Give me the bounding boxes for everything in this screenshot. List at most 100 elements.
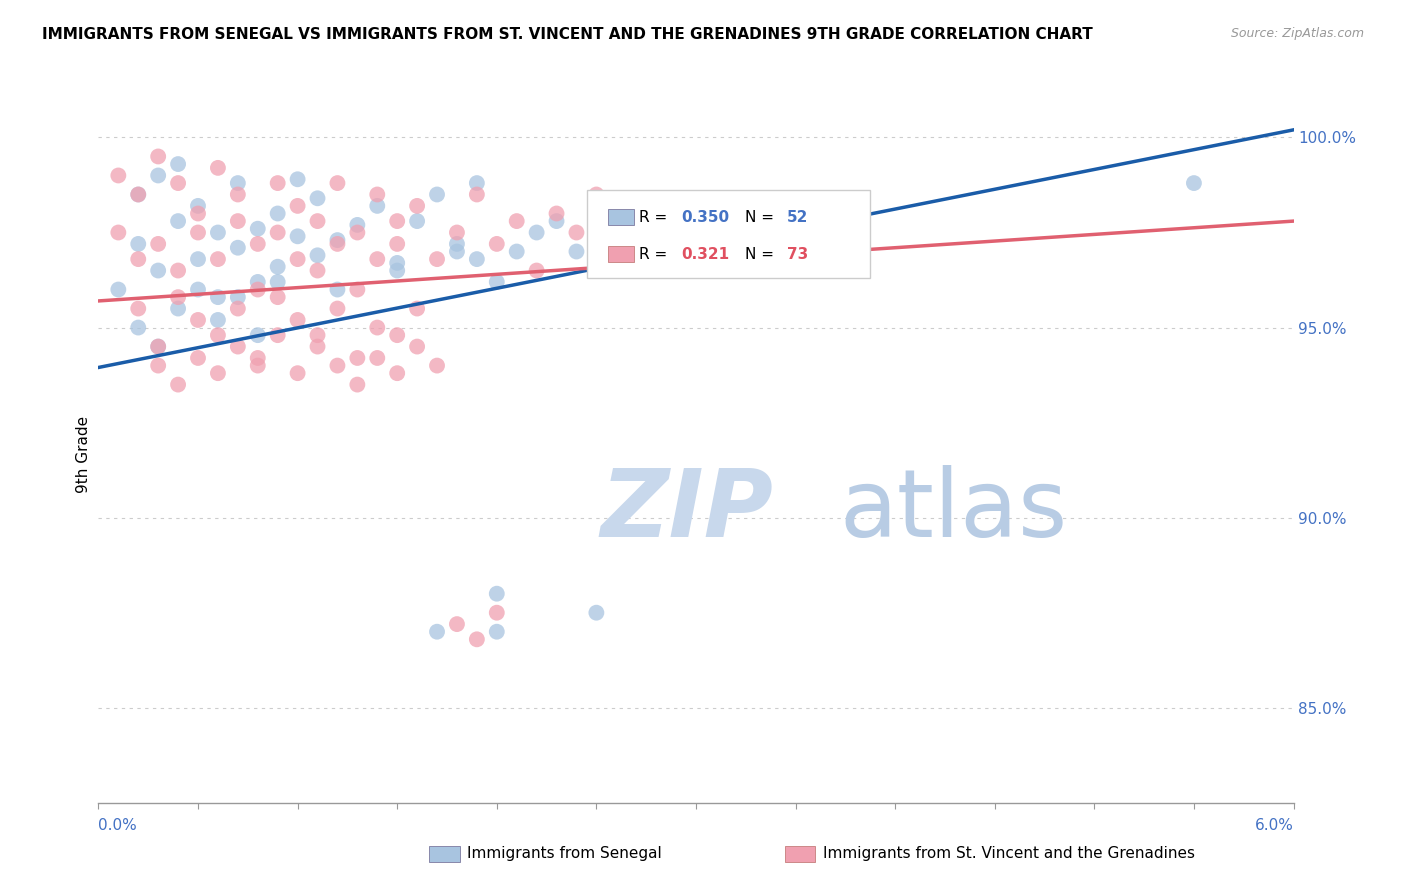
Point bbox=[226, 290, 249, 304]
Point bbox=[127, 252, 149, 266]
Point bbox=[246, 359, 269, 373]
Point bbox=[307, 263, 329, 277]
Point bbox=[207, 226, 229, 240]
Point bbox=[326, 301, 349, 316]
Point bbox=[127, 187, 149, 202]
Point bbox=[187, 313, 209, 327]
Point bbox=[585, 606, 607, 620]
Point bbox=[246, 236, 269, 251]
Point bbox=[585, 263, 607, 277]
Point bbox=[326, 359, 349, 373]
Text: atlas: atlas bbox=[839, 465, 1067, 557]
Point bbox=[267, 275, 290, 289]
Point bbox=[207, 161, 229, 175]
Point bbox=[267, 290, 290, 304]
Text: Immigrants from St. Vincent and the Grenadines: Immigrants from St. Vincent and the Gren… bbox=[823, 847, 1195, 861]
Point bbox=[167, 263, 190, 277]
Point bbox=[187, 283, 209, 297]
Point bbox=[267, 226, 290, 240]
Point bbox=[148, 340, 170, 354]
Point bbox=[485, 587, 508, 601]
Point bbox=[426, 359, 449, 373]
Point bbox=[526, 226, 548, 240]
Point bbox=[307, 328, 329, 343]
Point bbox=[326, 233, 349, 247]
Text: N =: N = bbox=[745, 247, 779, 262]
Point bbox=[366, 320, 388, 334]
Point bbox=[167, 301, 190, 316]
Text: 0.350: 0.350 bbox=[682, 210, 730, 225]
Point bbox=[465, 252, 488, 266]
Point bbox=[406, 340, 429, 354]
Point bbox=[366, 252, 388, 266]
Point bbox=[246, 283, 269, 297]
Point bbox=[506, 214, 529, 228]
Point bbox=[226, 214, 249, 228]
Point bbox=[506, 244, 529, 259]
Point bbox=[465, 187, 488, 202]
Point bbox=[246, 275, 269, 289]
Point bbox=[546, 206, 568, 220]
Point bbox=[426, 187, 449, 202]
Point bbox=[187, 252, 209, 266]
Point bbox=[307, 340, 329, 354]
Point bbox=[267, 260, 290, 274]
Point bbox=[287, 172, 309, 186]
Point bbox=[148, 236, 170, 251]
Point bbox=[326, 236, 349, 251]
Point bbox=[207, 290, 229, 304]
Point bbox=[346, 283, 368, 297]
Text: 0.321: 0.321 bbox=[682, 247, 730, 262]
Point bbox=[346, 218, 368, 232]
Point bbox=[226, 241, 249, 255]
Point bbox=[307, 214, 329, 228]
Point bbox=[485, 606, 508, 620]
Point bbox=[167, 377, 190, 392]
Point bbox=[127, 320, 149, 334]
Point bbox=[207, 252, 229, 266]
Text: ZIP: ZIP bbox=[600, 465, 773, 557]
Point bbox=[287, 229, 309, 244]
Point bbox=[1182, 176, 1205, 190]
Point bbox=[287, 199, 309, 213]
Point bbox=[385, 256, 409, 270]
Y-axis label: 9th Grade: 9th Grade bbox=[76, 417, 91, 493]
Point bbox=[148, 340, 170, 354]
Point bbox=[287, 313, 309, 327]
Point bbox=[446, 617, 468, 632]
Point bbox=[546, 214, 568, 228]
Point bbox=[187, 199, 209, 213]
Point bbox=[267, 206, 290, 220]
Point bbox=[187, 351, 209, 365]
Point bbox=[406, 199, 429, 213]
Point bbox=[226, 340, 249, 354]
Point bbox=[167, 214, 190, 228]
Point bbox=[167, 157, 190, 171]
Point bbox=[366, 351, 388, 365]
Point bbox=[187, 206, 209, 220]
Text: R =: R = bbox=[640, 210, 672, 225]
Text: IMMIGRANTS FROM SENEGAL VS IMMIGRANTS FROM ST. VINCENT AND THE GRENADINES 9TH GR: IMMIGRANTS FROM SENEGAL VS IMMIGRANTS FR… bbox=[42, 27, 1092, 42]
Point bbox=[526, 263, 548, 277]
Point bbox=[406, 301, 429, 316]
Point bbox=[346, 226, 368, 240]
Point bbox=[346, 377, 368, 392]
Text: 52: 52 bbox=[787, 210, 808, 225]
Text: Source: ZipAtlas.com: Source: ZipAtlas.com bbox=[1230, 27, 1364, 40]
Point bbox=[207, 328, 229, 343]
Point bbox=[107, 226, 129, 240]
Point bbox=[246, 221, 269, 235]
Point bbox=[446, 236, 468, 251]
Point bbox=[346, 351, 368, 365]
Point bbox=[366, 199, 388, 213]
Point bbox=[148, 359, 170, 373]
Point bbox=[465, 176, 488, 190]
Point bbox=[385, 328, 409, 343]
Point bbox=[187, 226, 209, 240]
Point bbox=[107, 283, 129, 297]
Point bbox=[167, 176, 190, 190]
Text: Immigrants from Senegal: Immigrants from Senegal bbox=[467, 847, 662, 861]
Text: 0.0%: 0.0% bbox=[98, 818, 138, 832]
Point bbox=[287, 366, 309, 380]
Point bbox=[148, 263, 170, 277]
